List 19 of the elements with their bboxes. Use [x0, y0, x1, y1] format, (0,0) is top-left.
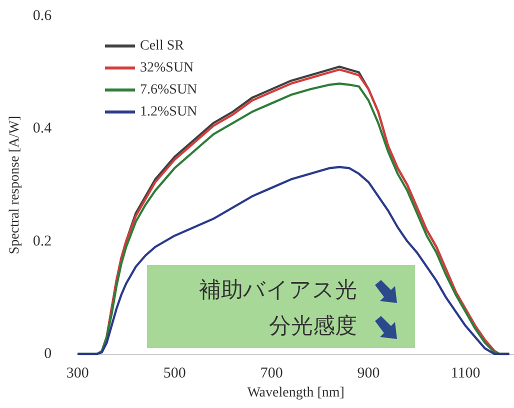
y-tick-label: 0.6 [32, 8, 52, 24]
x-axis-title: Wavelength [nm] [247, 386, 344, 400]
x-tick-label: 1100 [450, 366, 480, 382]
text-panel: 補助バイアス光 分光感度 [147, 265, 415, 348]
legend-label: Cell SR [140, 38, 185, 54]
y-tick-label: 0.4 [32, 120, 52, 137]
line-series [76, 166, 510, 356]
x-tick-label: 300 [66, 366, 89, 382]
x-tick-label: 700 [260, 366, 283, 382]
legend-label: 1.2%SUN [140, 104, 198, 120]
annotation: 分光感度 [269, 313, 357, 341]
y-axis-title: Spectral response [A/W] [8, 116, 22, 254]
legend-label: 7.6%SUN [140, 82, 198, 98]
x-tick-label: 500 [163, 366, 186, 382]
x-tick-label: 900 [357, 366, 380, 382]
legend-label: 32%SUN [140, 60, 194, 76]
y-tick-label: 0 [44, 346, 52, 362]
y-tick-label: 0.2 [32, 233, 52, 250]
annotation: 補助バイアス光 [199, 277, 357, 305]
